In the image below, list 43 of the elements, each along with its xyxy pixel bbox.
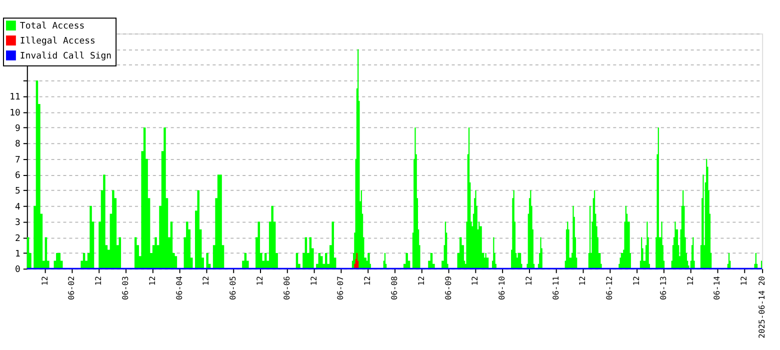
x-tick-label: 06-06	[282, 276, 292, 300]
x-tick-label: 06-13	[658, 276, 668, 300]
y-tick-label: 8	[15, 140, 20, 150]
x-tick-label: 06-08	[390, 276, 399, 300]
x-tick-label: 06-07	[336, 276, 346, 300]
x-tick-label: 12	[632, 276, 642, 286]
x-tick-label: 12	[686, 276, 695, 286]
x-tick-label: 12	[740, 276, 749, 286]
x-tick-label: 12	[309, 276, 318, 286]
x-tick-label: 12	[363, 276, 372, 286]
x-tick-label: 12	[470, 276, 480, 286]
y-tick-label: 11	[10, 92, 20, 103]
y-tick-label: 3	[15, 218, 20, 228]
y-tick-label: 1	[15, 249, 20, 260]
x-tick-label: 12	[40, 276, 50, 286]
y-tick-label: 4	[15, 202, 20, 212]
y-tick-label: 0	[15, 265, 20, 276]
x-tick-label: 06-11	[551, 276, 560, 300]
x-tick-label: 12	[94, 276, 104, 286]
x-tick-label: 06-14	[712, 276, 722, 300]
y-tick-label: 10	[10, 108, 20, 118]
x-tick-label: 2025-06-14 20	[758, 276, 767, 338]
x-tick-label: 06-12	[605, 276, 614, 300]
x-tick-label: 06-10	[498, 276, 507, 300]
x-tick-label: 06-05	[228, 276, 238, 300]
x-tick-label: 12	[255, 276, 264, 286]
y-tick-label: 6	[15, 171, 20, 182]
y-tick-label: 7	[15, 155, 20, 166]
x-tick-label: 06-02	[67, 276, 76, 300]
legend-label: Total Access	[20, 22, 85, 32]
x-tick-label: 12	[524, 276, 534, 286]
x-tick-label: 06-04	[174, 276, 184, 300]
y-tick-label: 9	[15, 124, 20, 134]
x-tick-label: 12	[202, 276, 211, 286]
y-tick-label: 2	[15, 234, 20, 244]
y-tick-label: 5	[15, 186, 20, 197]
x-tick-label: 12	[578, 276, 588, 286]
x-tick-label: 06-09	[444, 276, 453, 300]
legend-label: Illegal Access	[20, 36, 96, 46]
x-tick-label: 12	[416, 276, 426, 286]
x-tick-label: 12	[148, 276, 157, 286]
x-tick-label: 06-03	[121, 276, 130, 300]
legend-label: Invalid Call Sign	[20, 51, 112, 62]
